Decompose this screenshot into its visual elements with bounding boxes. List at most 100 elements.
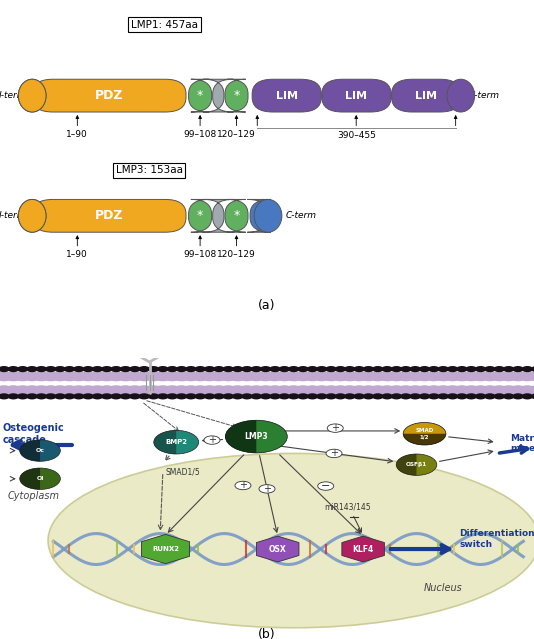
- Circle shape: [4, 385, 22, 395]
- Circle shape: [350, 385, 368, 395]
- Text: *: *: [197, 89, 203, 102]
- Circle shape: [493, 366, 505, 372]
- Circle shape: [490, 385, 509, 395]
- Circle shape: [294, 385, 312, 395]
- Circle shape: [69, 371, 88, 381]
- Circle shape: [363, 393, 374, 399]
- Circle shape: [125, 371, 144, 381]
- Circle shape: [490, 371, 509, 381]
- Circle shape: [32, 385, 51, 395]
- Circle shape: [116, 385, 135, 395]
- Circle shape: [381, 393, 393, 399]
- Circle shape: [13, 371, 32, 381]
- Wedge shape: [150, 335, 172, 346]
- Text: PDZ: PDZ: [95, 89, 123, 102]
- Text: N-term: N-term: [0, 212, 26, 220]
- Circle shape: [232, 393, 244, 399]
- FancyBboxPatch shape: [189, 199, 211, 232]
- Circle shape: [247, 385, 266, 395]
- Circle shape: [111, 393, 122, 399]
- Circle shape: [527, 385, 534, 395]
- Circle shape: [321, 385, 341, 395]
- Circle shape: [51, 385, 69, 395]
- Circle shape: [204, 393, 215, 399]
- Text: 390–455: 390–455: [337, 132, 376, 141]
- FancyBboxPatch shape: [203, 199, 233, 232]
- Circle shape: [481, 371, 499, 381]
- Circle shape: [390, 393, 403, 399]
- Circle shape: [73, 393, 85, 399]
- Circle shape: [204, 436, 220, 444]
- Circle shape: [307, 393, 318, 399]
- Circle shape: [325, 366, 337, 372]
- Circle shape: [331, 371, 350, 381]
- Circle shape: [425, 371, 443, 381]
- Circle shape: [45, 366, 57, 372]
- Circle shape: [64, 366, 75, 372]
- Circle shape: [434, 385, 453, 395]
- Circle shape: [69, 385, 88, 395]
- Circle shape: [456, 366, 468, 372]
- Circle shape: [107, 371, 125, 381]
- Text: LIM: LIM: [345, 91, 367, 100]
- Circle shape: [390, 366, 403, 372]
- Circle shape: [250, 393, 262, 399]
- Ellipse shape: [254, 199, 282, 232]
- Circle shape: [518, 371, 534, 381]
- Circle shape: [82, 393, 94, 399]
- Circle shape: [434, 371, 453, 381]
- Circle shape: [235, 481, 251, 489]
- Text: LIM: LIM: [276, 91, 298, 100]
- Circle shape: [531, 393, 534, 399]
- Circle shape: [54, 393, 66, 399]
- Circle shape: [200, 371, 219, 381]
- Text: LMP3: 153aa: LMP3: 153aa: [115, 166, 183, 175]
- Circle shape: [0, 371, 13, 381]
- Circle shape: [138, 393, 150, 399]
- Circle shape: [316, 393, 328, 399]
- Circle shape: [172, 385, 191, 395]
- Text: KLF4: KLF4: [352, 544, 374, 553]
- Circle shape: [471, 371, 490, 381]
- Text: Cytoplasm: Cytoplasm: [8, 491, 60, 500]
- Circle shape: [176, 366, 187, 372]
- Circle shape: [127, 323, 172, 347]
- Circle shape: [241, 366, 253, 372]
- FancyBboxPatch shape: [391, 79, 461, 112]
- Polygon shape: [142, 534, 190, 564]
- Circle shape: [129, 366, 141, 372]
- Circle shape: [378, 385, 397, 395]
- Ellipse shape: [18, 199, 46, 232]
- Text: Oc: Oc: [36, 448, 44, 453]
- FancyBboxPatch shape: [32, 79, 186, 112]
- Circle shape: [359, 371, 378, 381]
- Circle shape: [341, 385, 359, 395]
- Text: +: +: [239, 481, 247, 491]
- Circle shape: [285, 385, 303, 395]
- Circle shape: [415, 385, 434, 395]
- Circle shape: [327, 424, 343, 433]
- Circle shape: [269, 393, 281, 399]
- Circle shape: [350, 371, 368, 381]
- Circle shape: [396, 371, 415, 381]
- Ellipse shape: [48, 454, 534, 627]
- Text: Differentiation
switch: Differentiation switch: [459, 530, 534, 549]
- Circle shape: [372, 393, 384, 399]
- Circle shape: [194, 393, 206, 399]
- Circle shape: [294, 371, 312, 381]
- Circle shape: [219, 371, 238, 381]
- Circle shape: [318, 482, 334, 490]
- Polygon shape: [256, 536, 299, 562]
- Circle shape: [325, 393, 337, 399]
- Circle shape: [437, 393, 449, 399]
- Text: +: +: [330, 449, 338, 458]
- Circle shape: [54, 366, 66, 372]
- Text: Nucleus: Nucleus: [424, 583, 462, 594]
- Circle shape: [363, 366, 374, 372]
- Text: OSFβ1: OSFβ1: [406, 462, 427, 467]
- Circle shape: [508, 385, 528, 395]
- Circle shape: [7, 366, 19, 372]
- Circle shape: [13, 385, 32, 395]
- Circle shape: [101, 393, 113, 399]
- Circle shape: [354, 393, 365, 399]
